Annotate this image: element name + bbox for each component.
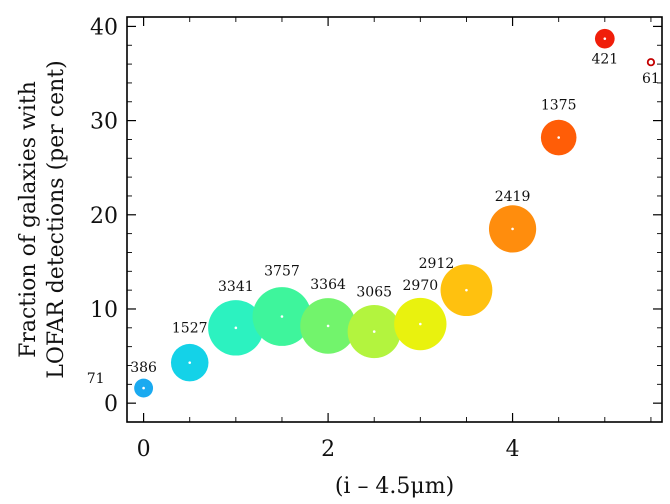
y-axis-label-line2: LOFAR detections (per cent)	[44, 60, 69, 378]
point-label: 421	[591, 52, 618, 68]
data-point-center	[372, 330, 376, 333]
point-label: 3757	[264, 264, 300, 280]
data-points	[134, 28, 656, 398]
point-label: 3341	[218, 279, 254, 295]
y-axis-label-line1: Fraction of galaxies with	[16, 81, 41, 358]
axis-ticks	[127, 17, 662, 422]
annotation-71: 71	[87, 371, 105, 387]
x-tick-label: 2	[321, 437, 335, 462]
point-label: 2970	[403, 278, 439, 294]
point-label: 2912	[419, 256, 455, 272]
data-point	[646, 58, 656, 67]
data-point-center	[557, 136, 560, 139]
data-point-center	[234, 326, 238, 330]
point-label: 61	[642, 71, 660, 87]
y-tick-label: 10	[90, 298, 118, 323]
x-tick-label: 0	[137, 437, 151, 462]
data-point-center	[465, 288, 468, 292]
x-axis-label: (i – 4.5μm)	[335, 474, 454, 499]
point-label: 2419	[495, 189, 531, 205]
data-point-center	[511, 227, 514, 231]
data-point-center	[326, 324, 330, 328]
plot-frame	[126, 16, 663, 423]
data-point-center	[419, 322, 422, 326]
point-label: 1527	[172, 321, 208, 337]
y-tick-label: 40	[90, 15, 118, 40]
point-label: 3065	[356, 285, 392, 301]
data-point-center	[280, 315, 284, 318]
point-label: 386	[130, 360, 157, 376]
point-label: 3364	[310, 277, 346, 293]
point-label: 1375	[541, 98, 577, 114]
y-tick-label: 30	[90, 110, 118, 135]
y-tick-label: 0	[104, 392, 118, 417]
point-labels: 386 1527 3341 3757 3364 3065 2970 2912 2419 1375 4…	[130, 52, 660, 376]
data-point-center	[603, 37, 607, 40]
y-tick-label: 20	[90, 204, 118, 229]
data-point-center	[142, 386, 145, 390]
x-tick-label: 4	[506, 437, 520, 462]
data-point-center	[188, 361, 192, 364]
